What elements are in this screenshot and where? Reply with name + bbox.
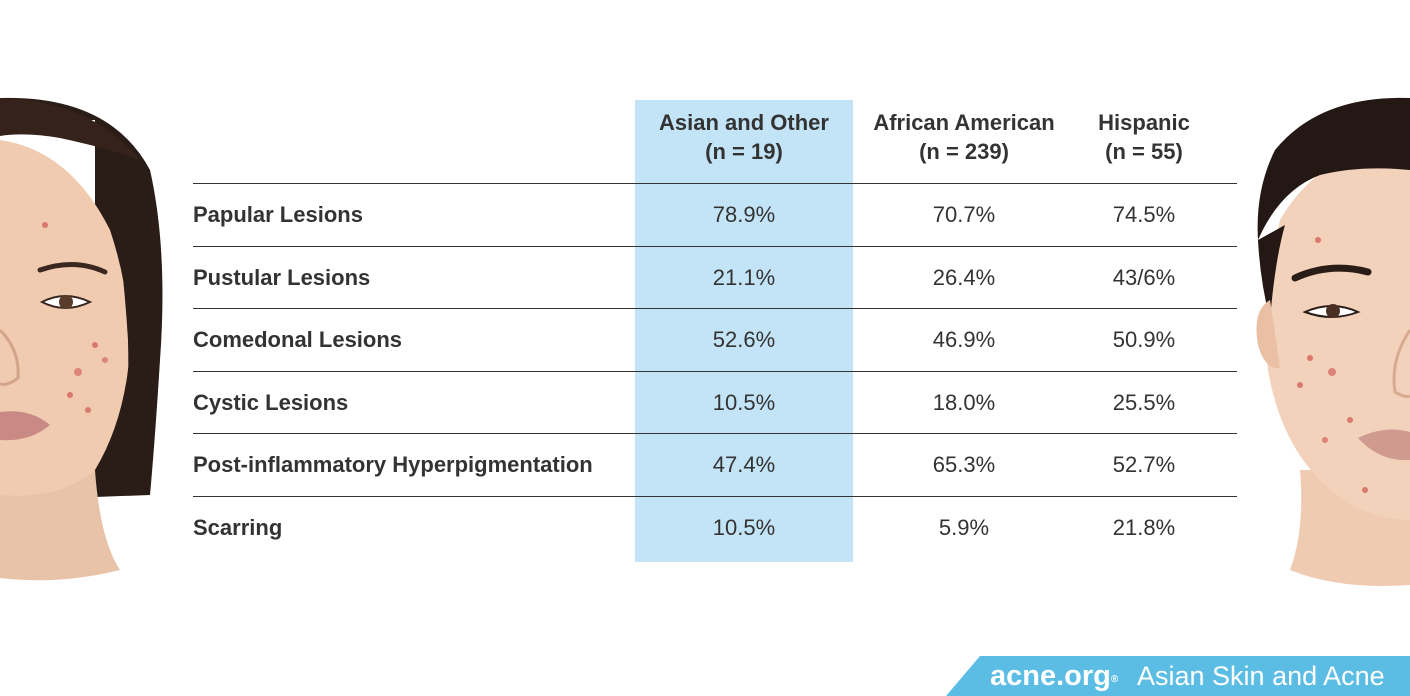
table-cell: 21.8% [1112,515,1176,540]
table-cell: 25.5% [1112,390,1176,415]
row-divider [193,246,1237,247]
table-cell: 74.5% [1112,202,1176,227]
row-label: Cystic Lesions [193,390,349,415]
table-cell: 52.7% [1112,452,1176,477]
table-cell: 18.0% [932,390,996,415]
table-cell: 52.6% [712,327,776,352]
row-divider [193,433,1237,434]
woman-face-illustration [0,97,163,581]
registered-mark: ® [1110,674,1119,685]
table-cell: 10.5% [712,515,776,540]
table-cell: 65.3% [932,452,996,477]
table-cell: 46.9% [932,327,996,352]
column-count: (n = 55) [1105,139,1183,164]
banner-background [946,656,1410,696]
row-divider [193,308,1237,309]
column-name: African American [873,110,1055,135]
row-divider [193,496,1237,497]
column-header-african-american: African American (n = 239) [858,108,1070,166]
column-count: (n = 19) [705,139,783,164]
man-face-illustration [1256,97,1410,586]
column-name: Hispanic [1098,110,1190,135]
row-label: Scarring [193,515,283,540]
column-header-asian: Asian and Other (n = 19) [635,108,853,166]
row-label: Pustular Lesions [193,265,371,290]
row-divider [193,371,1237,372]
table-cell: 70.7% [932,202,996,227]
table-cell: 21.1% [712,265,776,290]
table-cell: 78.9% [712,202,776,227]
table-cell: 10.5% [712,390,776,415]
table-cell: 47.4% [712,452,776,477]
table-cell: 26.4% [932,265,996,290]
column-header-hispanic: Hispanic (n = 55) [1075,108,1213,166]
table-cell: 50.9% [1112,327,1176,352]
brand-logo-text: acne.org [990,660,1111,692]
brand-logo[interactable]: acne.org® [990,660,1118,692]
row-label: Comedonal Lesions [193,327,403,352]
table-cell: 5.9% [938,515,990,540]
row-label: Papular Lesions [193,202,363,227]
banner-title: Asian Skin and Acne [1137,661,1385,691]
column-name: Asian and Other [659,110,829,135]
column-count: (n = 239) [919,139,1009,164]
highlight-column-asian [635,100,853,562]
table-cell: 43/6% [1112,265,1176,290]
brand-banner: acne.org® Asian Skin and Acne [946,656,1410,696]
row-label: Post-inflammatory Hyperpigmentation [193,452,593,477]
row-divider [193,183,1237,184]
